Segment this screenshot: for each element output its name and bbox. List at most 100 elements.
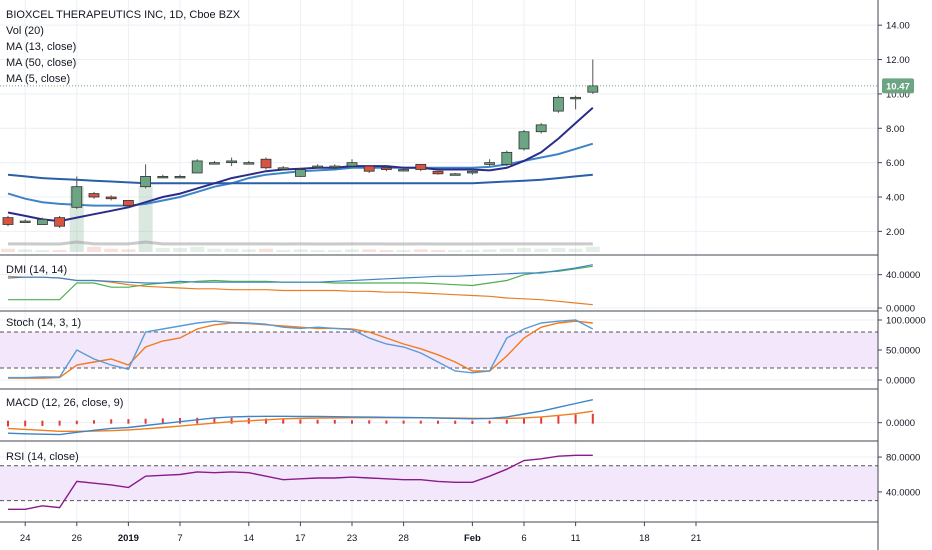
candle-body — [363, 165, 375, 172]
dmi-tick-label: 40.0000 — [886, 270, 920, 281]
macd-histogram-bar — [213, 417, 216, 424]
macd-histogram-bar — [471, 420, 474, 425]
legend-ma50: MA (50, close) — [6, 57, 76, 69]
macd-histogram-bar — [402, 420, 405, 424]
macd-histogram-bar — [454, 420, 457, 424]
volume-bar — [87, 246, 101, 252]
legend-rsi: RSI (14, close) — [6, 451, 79, 463]
macd-histogram-bar — [419, 420, 422, 424]
candle-body — [157, 175, 169, 179]
candle-body — [174, 175, 186, 179]
candle-body — [191, 160, 203, 174]
x-tick-label: 28 — [398, 533, 409, 544]
candle-body — [553, 96, 564, 112]
volume-bar — [155, 248, 170, 252]
volume-bar — [568, 248, 583, 252]
dmi-plus-line — [7, 264, 593, 284]
candle-body — [466, 170, 478, 174]
volume-bar — [52, 250, 67, 252]
candle-body — [140, 175, 152, 188]
candle-body — [501, 151, 513, 165]
volume-bar — [190, 246, 205, 252]
volume-bar — [362, 249, 377, 252]
last-price-tag: 10.47 — [882, 78, 914, 94]
volume-bars — [1, 186, 600, 252]
volume-bar — [482, 249, 497, 252]
macd-histogram-bar — [333, 419, 336, 424]
volume-bar — [18, 249, 33, 252]
macd-histogram-bar — [24, 420, 27, 427]
volume-bar — [396, 250, 411, 252]
price-tick-label: 8.00 — [886, 124, 905, 135]
candle-body — [398, 169, 410, 172]
ma50-line — [7, 173, 593, 185]
price-tick-label: 6.00 — [886, 158, 905, 169]
macd-histogram-bar — [385, 420, 388, 424]
price-tick-label: 12.00 — [886, 55, 910, 66]
macd-histogram-bar — [179, 418, 181, 424]
macd-histogram-bar — [196, 417, 199, 424]
macd-histogram-bar — [368, 420, 371, 424]
x-tick-label: 7 — [177, 533, 182, 544]
macd-histogram-bar — [265, 418, 267, 424]
volume-bar — [293, 249, 308, 252]
x-tick-label: Feb — [464, 533, 481, 544]
candle-body — [19, 220, 31, 223]
candle-body — [88, 193, 100, 198]
stoch-tick-label: 100.0000 — [886, 316, 926, 327]
stoch-tick-label: 50.0000 — [886, 346, 920, 357]
x-tick-label: 14 — [244, 533, 255, 544]
x-tick-label: 6 — [521, 533, 526, 544]
volume-bar — [224, 248, 239, 252]
rsi-band — [0, 465, 878, 501]
macd-histogram-bar — [144, 418, 147, 424]
volume-bar — [207, 248, 222, 252]
volume-bar — [534, 248, 549, 252]
macd-histogram-bar — [523, 418, 525, 424]
grid — [0, 0, 878, 528]
volume-bar — [431, 250, 445, 252]
x-tick-label: 2019 — [118, 533, 139, 544]
candle-body — [277, 167, 289, 170]
candlesticks[interactable] — [2, 59, 599, 228]
macd-histogram-bar — [110, 419, 113, 424]
x-tick-label: 24 — [20, 533, 31, 544]
volume-bar — [1, 248, 15, 252]
stoch-tick-label: 0.0000 — [886, 376, 915, 387]
volume-bar — [173, 248, 187, 252]
candle-body — [432, 170, 444, 175]
legend-ma13: MA (13, close) — [6, 41, 76, 53]
volume-bar — [35, 250, 50, 252]
volume-bar — [465, 250, 480, 252]
stoch-d-line — [8, 320, 593, 379]
x-tick-label: 26 — [72, 533, 83, 544]
rsi-line — [8, 454, 593, 510]
candle-body — [484, 162, 496, 165]
volume-bar — [121, 249, 136, 252]
macd-histogram-bar — [282, 419, 285, 424]
volume-bar — [259, 248, 273, 252]
macd-histogram-bar — [505, 419, 508, 424]
candle-body — [37, 218, 48, 225]
macd-histogram-bar — [127, 419, 130, 424]
volume-bar — [551, 248, 566, 252]
macd-histogram-bar — [557, 415, 560, 424]
macd-histogram-bar — [75, 420, 78, 425]
x-tick-label: 21 — [691, 533, 702, 544]
volume-bar — [379, 250, 394, 252]
macd-histogram-bar — [437, 420, 439, 424]
candle-body — [54, 217, 65, 227]
volume-bar — [413, 249, 428, 252]
legend-stoch: Stoch (14, 3, 1) — [6, 317, 81, 329]
candle-body — [346, 162, 358, 167]
volume-bar — [276, 250, 291, 252]
volume-bar — [104, 248, 119, 252]
rsi-tick-label: 40.0000 — [886, 487, 920, 498]
legend-ma5: MA (5, close) — [6, 73, 70, 85]
volume-bar — [499, 248, 514, 252]
price-tick-label: 14.00 — [886, 21, 910, 32]
candle-body — [260, 158, 272, 169]
candle-body — [123, 200, 134, 207]
